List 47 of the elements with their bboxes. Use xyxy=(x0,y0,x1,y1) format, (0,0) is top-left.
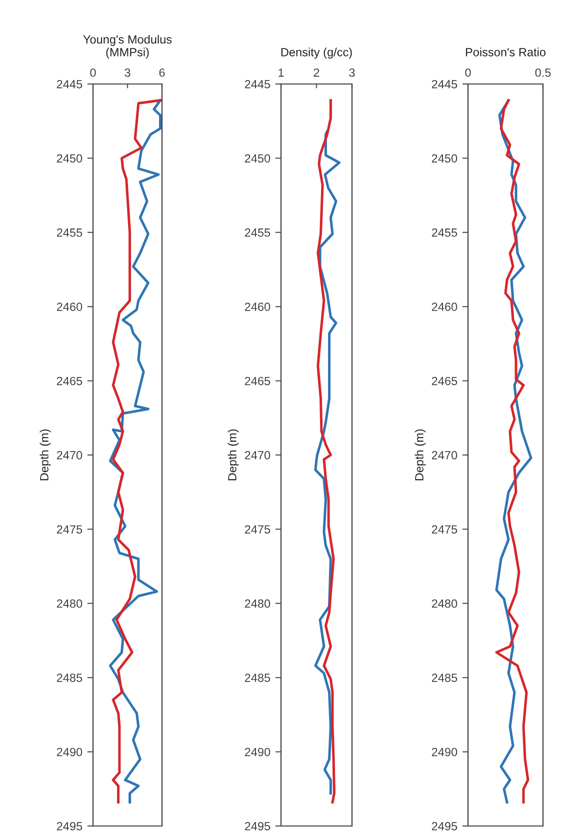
y-axis-title: Depth (m) xyxy=(414,429,426,480)
y-tick-label: 2480 xyxy=(56,599,82,608)
y-tick-label: 2460 xyxy=(56,302,82,311)
y-tick-label: 2495 xyxy=(244,822,270,830)
chart-title: Young's Modulus (MMPsi) xyxy=(83,34,172,59)
x-tick-label: 6 xyxy=(159,68,165,77)
x-tick-label: 3 xyxy=(349,68,355,77)
y-tick-label: 2450 xyxy=(244,154,270,163)
y-tick-label: 2460 xyxy=(244,302,270,311)
x-tick-label: 2 xyxy=(314,68,320,77)
y-tick-label: 2490 xyxy=(432,748,458,756)
chart-title: Density (g/cc) xyxy=(281,48,352,59)
y-tick-label: 2480 xyxy=(432,599,458,608)
y-tick-label: 2445 xyxy=(56,80,82,88)
y-axis-title: Depth (m) xyxy=(40,429,51,480)
y-tick-label: 2455 xyxy=(244,228,270,237)
x-tick-label: 0 xyxy=(465,68,471,77)
y-tick-label: 2495 xyxy=(56,822,82,830)
y-tick-label: 2455 xyxy=(432,228,458,237)
y-tick-label: 2475 xyxy=(56,525,82,534)
y-tick-label: 2475 xyxy=(432,525,458,534)
y-tick-label: 2495 xyxy=(432,822,458,830)
y-tick-label: 2465 xyxy=(432,376,458,386)
y-axis-title: Depth (m) xyxy=(228,429,239,480)
y-tick-label: 2490 xyxy=(244,748,270,756)
x-tick-label: 1 xyxy=(278,68,284,77)
y-tick-label: 2445 xyxy=(244,80,270,88)
y-tick-label: 2470 xyxy=(244,451,270,460)
y-tick-label: 2485 xyxy=(244,674,270,682)
y-tick-label: 2465 xyxy=(244,376,270,386)
y-tick-label: 2450 xyxy=(56,154,82,163)
x-tick-label: 0.5 xyxy=(535,68,551,77)
x-tick-label: 0 xyxy=(90,68,96,77)
x-tick-label: 3 xyxy=(124,68,130,77)
y-tick-label: 2465 xyxy=(56,376,82,386)
y-tick-label: 2455 xyxy=(56,228,82,237)
y-tick-label: 2450 xyxy=(432,154,458,163)
y-tick-label: 2485 xyxy=(56,674,82,682)
chart-title: Poisson's Ratio xyxy=(466,48,546,56)
y-tick-label: 2480 xyxy=(244,599,270,608)
y-tick-label: 2470 xyxy=(432,451,458,460)
y-tick-label: 2460 xyxy=(432,302,458,311)
y-tick-label: 2485 xyxy=(432,674,458,682)
y-tick-label: 2490 xyxy=(56,748,82,756)
y-tick-label: 2470 xyxy=(56,451,82,460)
y-tick-label: 2445 xyxy=(432,80,458,88)
y-tick-label: 2475 xyxy=(244,525,270,534)
